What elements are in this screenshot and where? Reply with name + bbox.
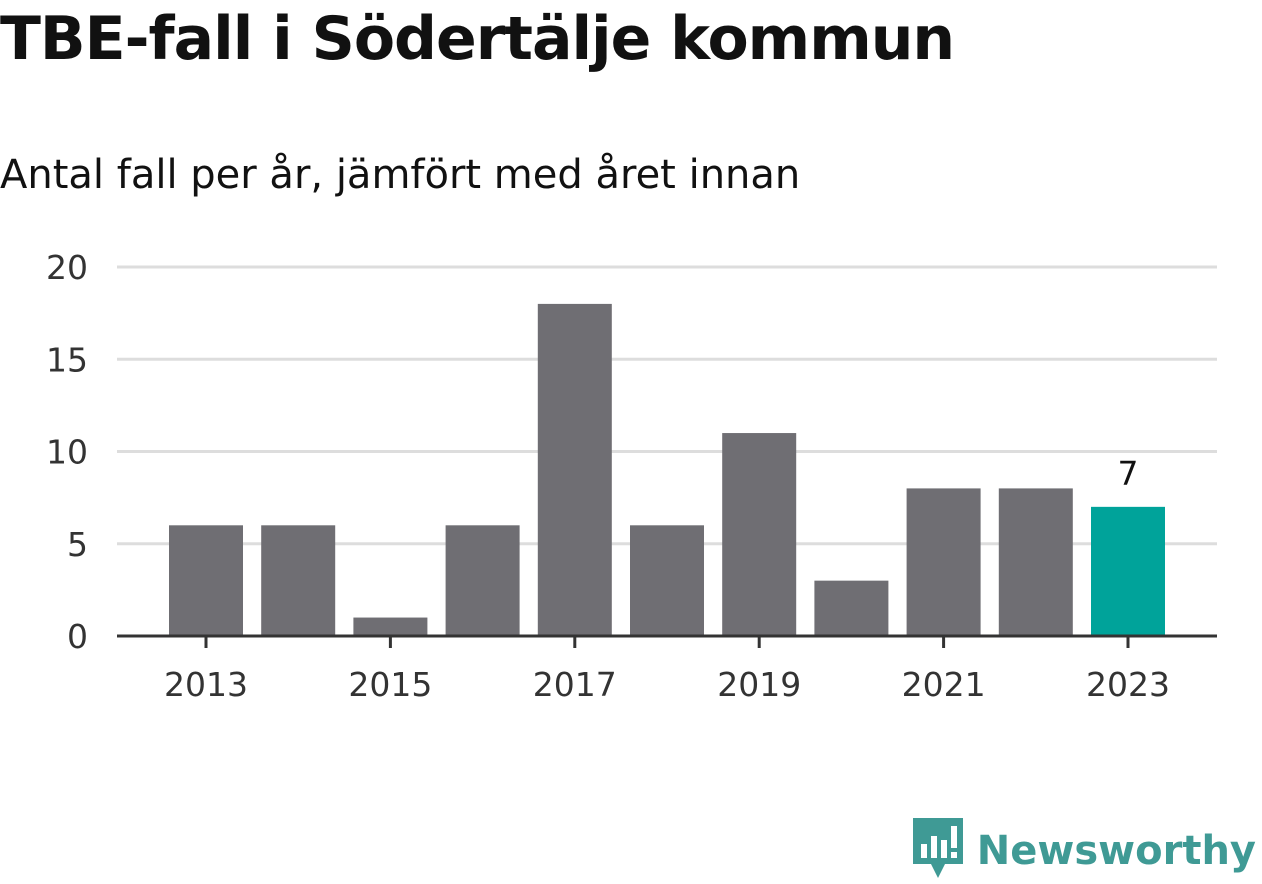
newsworthy-brand: Newsworthy: [912, 818, 1256, 884]
bar-2016: [445, 525, 520, 636]
y-tick-label: 5: [67, 525, 88, 564]
chart-subtitle: Antal fall per år, jämfört med året inna…: [0, 152, 801, 198]
brand-name: Newsworthy: [976, 828, 1256, 874]
x-tick-label: 2019: [717, 665, 801, 704]
bar-2017: [537, 303, 612, 636]
x-tick-label: 2013: [164, 665, 248, 704]
newsworthy-logo-icon: [912, 818, 963, 884]
x-tick-label: 2015: [348, 665, 432, 704]
bar-2023: [1091, 506, 1165, 636]
x-tick-label: 2023: [1086, 665, 1170, 704]
y-tick-label: 20: [46, 248, 88, 287]
bar-2014: [261, 525, 336, 636]
bar-2020: [814, 580, 889, 636]
labels: 0 5 10 15 20 2013 2015 2017 2019 2021 2023 7: [46, 248, 1170, 704]
data-label: 7: [1118, 454, 1139, 493]
bar-2021: [906, 488, 981, 636]
chart-title: TBE-fall i Södertälje kommun: [0, 4, 955, 74]
y-tick-label: 0: [67, 617, 88, 656]
x-tick-label: 2017: [533, 665, 617, 704]
bar-2019: [722, 433, 797, 636]
y-tick-label: 10: [46, 433, 88, 472]
bars: [169, 303, 1165, 636]
y-tick-label: 15: [46, 340, 88, 379]
bar-2015: [353, 617, 428, 636]
x-tick-label: 2021: [902, 665, 986, 704]
bar-2013: [169, 525, 243, 636]
bar-2022: [998, 488, 1073, 636]
x-axis: [117, 634, 1217, 648]
bar-2018: [630, 525, 704, 636]
